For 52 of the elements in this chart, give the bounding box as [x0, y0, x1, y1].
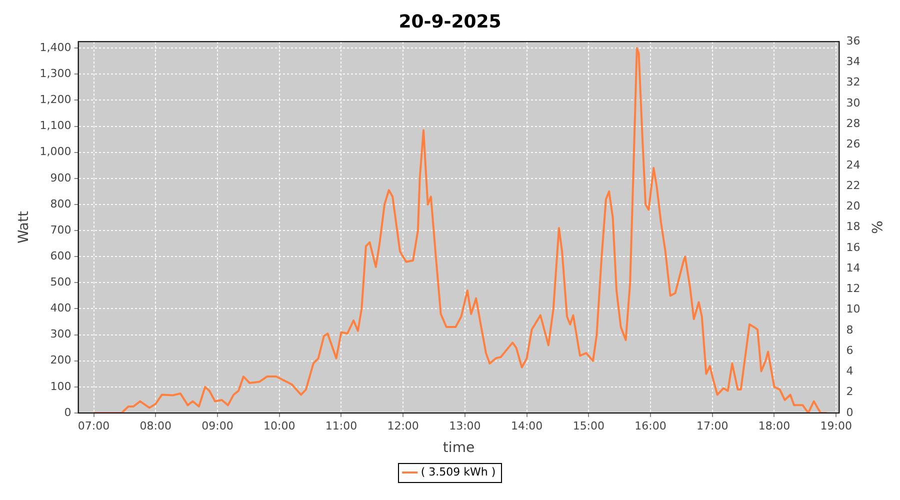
- chart-title: 20-9-2025: [398, 11, 502, 32]
- y2-tick-label: 6: [846, 344, 854, 357]
- y-axis-title: Watt: [16, 210, 32, 244]
- y2-tick-label: 36: [846, 34, 860, 48]
- y-tick-label: 1,200: [40, 93, 72, 106]
- y-tick-label: 600: [50, 249, 72, 262]
- y2-tick-label: 34: [846, 55, 860, 68]
- x-axis-title: time: [442, 440, 475, 456]
- x-tick-label: 13:00: [449, 419, 481, 432]
- y2-tick-label: 24: [846, 158, 860, 172]
- y-tick-label: 200: [50, 354, 72, 367]
- y2-tick-label: 14: [846, 261, 860, 274]
- x-tick-label: 12:00: [387, 419, 419, 432]
- x-tick-label: 17:00: [696, 419, 728, 432]
- x-tick-label: 15:00: [572, 419, 605, 432]
- y-tick-label: 400: [50, 302, 72, 315]
- y-tick-label: 0: [64, 406, 72, 419]
- y2-tick-label: 16: [846, 240, 860, 254]
- y2-tick-label: 4: [846, 364, 854, 378]
- x-tick-label: 11:00: [325, 419, 358, 432]
- y-tick-label: 300: [50, 328, 72, 341]
- legend-label: ( 3.509 kWh ): [420, 465, 496, 478]
- y2-tick-label: 18: [846, 220, 860, 234]
- y-tick-label: 800: [50, 197, 72, 210]
- y2-tick-label: 30: [846, 96, 860, 110]
- y-tick-label: 1,300: [40, 67, 72, 80]
- y2-tick-label: 28: [846, 116, 860, 130]
- x-tick-label: 08:00: [140, 419, 172, 432]
- y-tick-label: 100: [50, 380, 72, 393]
- y2-tick-label: 32: [846, 76, 860, 89]
- x-tick-label: 09:00: [202, 419, 234, 432]
- x-tick-label: 10:00: [263, 419, 296, 432]
- y2-tick-label: 8: [846, 323, 854, 336]
- y2-tick-label: 20: [846, 200, 860, 213]
- x-tick-label: 18:00: [758, 419, 790, 432]
- y2-tick-label: 2: [846, 385, 854, 398]
- y-tick-label: 1,100: [40, 119, 72, 132]
- y-tick-label: 1,000: [40, 145, 72, 158]
- y2-tick-label: 26: [846, 138, 860, 151]
- x-tick-label: 07:00: [78, 419, 110, 432]
- y-tick-label: 1,400: [40, 40, 72, 54]
- x-tick-label: 14:00: [510, 419, 543, 432]
- y2-axis-title: %: [868, 220, 884, 234]
- x-tick-label: 16:00: [634, 419, 666, 432]
- y2-tick-label: 10: [846, 302, 860, 316]
- y2-tick-label: 12: [846, 282, 860, 296]
- y-tick-label: 500: [50, 276, 72, 289]
- y2-tick-label: 22: [846, 178, 860, 192]
- y-tick-label: 900: [50, 171, 72, 184]
- x-tick-label: 19:00: [820, 419, 852, 432]
- y2-tick-label: 0: [846, 406, 854, 419]
- y-tick-label: 700: [50, 223, 72, 236]
